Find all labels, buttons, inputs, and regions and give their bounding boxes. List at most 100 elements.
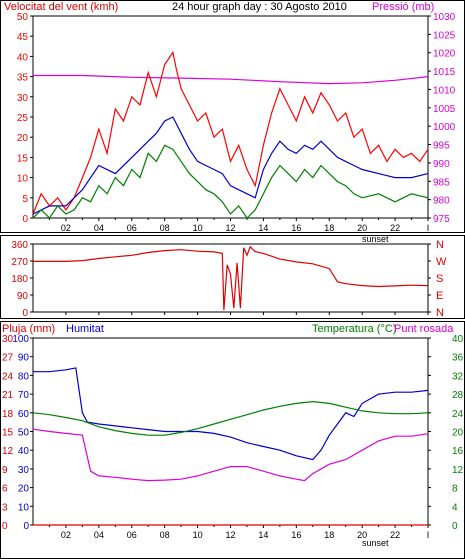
temperature-tick-label: 36 <box>452 353 464 364</box>
wind-speed-label: Velocitat del vent (kmh) <box>4 1 118 13</box>
temperature-tick-label: 20 <box>452 428 464 439</box>
x-tick-label: 18 <box>324 223 334 233</box>
y-tick-label-left: 15 <box>17 153 29 164</box>
x-tick-label: 10 <box>193 530 203 540</box>
graph-title: 24 hour graph day : 30 Agosto 2010 <box>172 1 347 13</box>
compass-label: N <box>436 307 444 319</box>
wind-series-3 <box>32 144 429 219</box>
humidity-tick-label: 20 <box>18 484 30 495</box>
x-tick-label: 12 <box>225 530 235 540</box>
wind-series-1 <box>32 50 429 215</box>
x-tick-label: 18 <box>324 530 334 540</box>
y-tick-label-right: 1015 <box>433 67 456 78</box>
direction-plot: 0 N 90 E 180 S 270 W 360 N <box>11 239 447 319</box>
climate-plot: 0102030405060708090100036912151821242730… <box>2 334 464 540</box>
climate-panel-frame <box>0 321 465 559</box>
y-tick-label-right: 985 <box>433 177 450 188</box>
climate-series-1 <box>32 400 429 436</box>
y-tick-label-left: 20 <box>17 133 29 144</box>
temperature-tick-label: 24 <box>452 409 464 420</box>
y-tick-label-right: 980 <box>433 196 450 207</box>
y-tick-label-left: 0 <box>22 308 28 319</box>
y-tick-label-left: 0 <box>22 214 28 225</box>
y-tick-label-right: 1000 <box>433 122 456 133</box>
y-tick-label-right: 1030 <box>433 12 456 23</box>
y-tick-label-left: 10 <box>17 174 29 185</box>
x-tick-label: 02 <box>61 530 71 540</box>
x-tick-label: 08 <box>160 223 170 233</box>
temperature-tick-label: 4 <box>452 502 458 513</box>
x-tick-label: 22 <box>390 223 400 233</box>
wind-panel-frame <box>0 0 465 233</box>
y-tick-label-left: 40 <box>17 52 29 63</box>
y-tick-label-left: 25 <box>17 113 29 124</box>
humidity-tick-label: 10 <box>18 502 30 513</box>
x-tick-label: 14 <box>258 223 268 233</box>
temperature-tick-label: 0 <box>452 521 458 532</box>
climate-series-0 <box>33 367 429 461</box>
rain-tick-label: 24 <box>2 371 14 382</box>
y-tick-label-left: 5 <box>22 194 28 205</box>
rain-tick-label: 6 <box>2 484 8 495</box>
y-tick-label-left: 360 <box>11 240 28 251</box>
humidity-tick-label: 90 <box>18 353 30 364</box>
climate-plot-area <box>32 337 429 526</box>
x-tick-label: 20 <box>357 223 367 233</box>
direction-series-0 <box>33 245 429 311</box>
x-tick-label: I <box>427 530 430 540</box>
x-tick-label: 16 <box>291 223 301 233</box>
x-tick-label: 06 <box>127 223 137 233</box>
x-tick-label: 16 <box>291 530 301 540</box>
rain-tick-label: 9 <box>2 465 8 476</box>
y-tick-label-left: 90 <box>17 291 29 302</box>
rain-tick-label: 15 <box>2 428 14 439</box>
rain-tick-label: 27 <box>2 353 14 364</box>
compass-label: S <box>436 273 443 285</box>
y-tick-label-right: 1005 <box>433 104 456 115</box>
x-tick-label: 04 <box>94 223 104 233</box>
temperature-tick-label: 8 <box>452 484 458 495</box>
y-tick-label-right: 995 <box>433 141 450 152</box>
y-tick-label-right: 975 <box>433 214 450 225</box>
wind-plot-area <box>32 15 429 219</box>
rain-tick-label: 21 <box>2 390 14 401</box>
y-tick-label-left: 50 <box>17 12 29 23</box>
y-tick-label-right: 1025 <box>433 30 456 41</box>
sunset-label-wind: sunset <box>362 234 389 244</box>
x-tick-label: 14 <box>258 530 268 540</box>
x-tick-label: 08 <box>160 530 170 540</box>
dewpoint-label: Punt rosada <box>394 323 454 335</box>
humidity-tick-label: 80 <box>18 371 30 382</box>
y-tick-label-right: 1010 <box>433 85 456 96</box>
x-tick-label: 12 <box>225 223 235 233</box>
y-tick-label-left: 180 <box>11 274 28 285</box>
x-tick-label: 20 <box>357 530 367 540</box>
wind-series-2 <box>32 116 429 215</box>
y-tick-label-left: 35 <box>17 73 29 84</box>
rain-tick-label: 30 <box>2 334 14 345</box>
rain-label: Pluja (mm) <box>2 323 55 335</box>
x-tick-label: I <box>427 223 430 233</box>
y-tick-label-right: 1020 <box>433 49 456 60</box>
compass-label: N <box>436 239 444 251</box>
climate-series-2 <box>32 428 429 482</box>
temperature-tick-label: 12 <box>452 465 464 476</box>
y-tick-label-left: 30 <box>17 93 29 104</box>
rain-tick-label: 0 <box>2 521 8 532</box>
compass-label: E <box>436 290 443 302</box>
humidity-tick-label: 70 <box>18 390 30 401</box>
sunset-label-climate: sunset <box>362 538 389 548</box>
y-tick-label-left: 45 <box>17 32 29 43</box>
rain-tick-label: 12 <box>2 446 14 457</box>
compass-label: W <box>436 256 447 268</box>
x-tick-label: 02 <box>61 223 71 233</box>
wind-series-0 <box>33 74 429 85</box>
humidity-tick-label: 100 <box>12 334 29 345</box>
temperature-tick-label: 40 <box>452 334 464 345</box>
temperature-tick-label: 28 <box>452 390 464 401</box>
humidity-tick-label: 60 <box>18 409 30 420</box>
humidity-tick-label: 30 <box>18 465 30 476</box>
x-tick-label: 22 <box>390 530 400 540</box>
